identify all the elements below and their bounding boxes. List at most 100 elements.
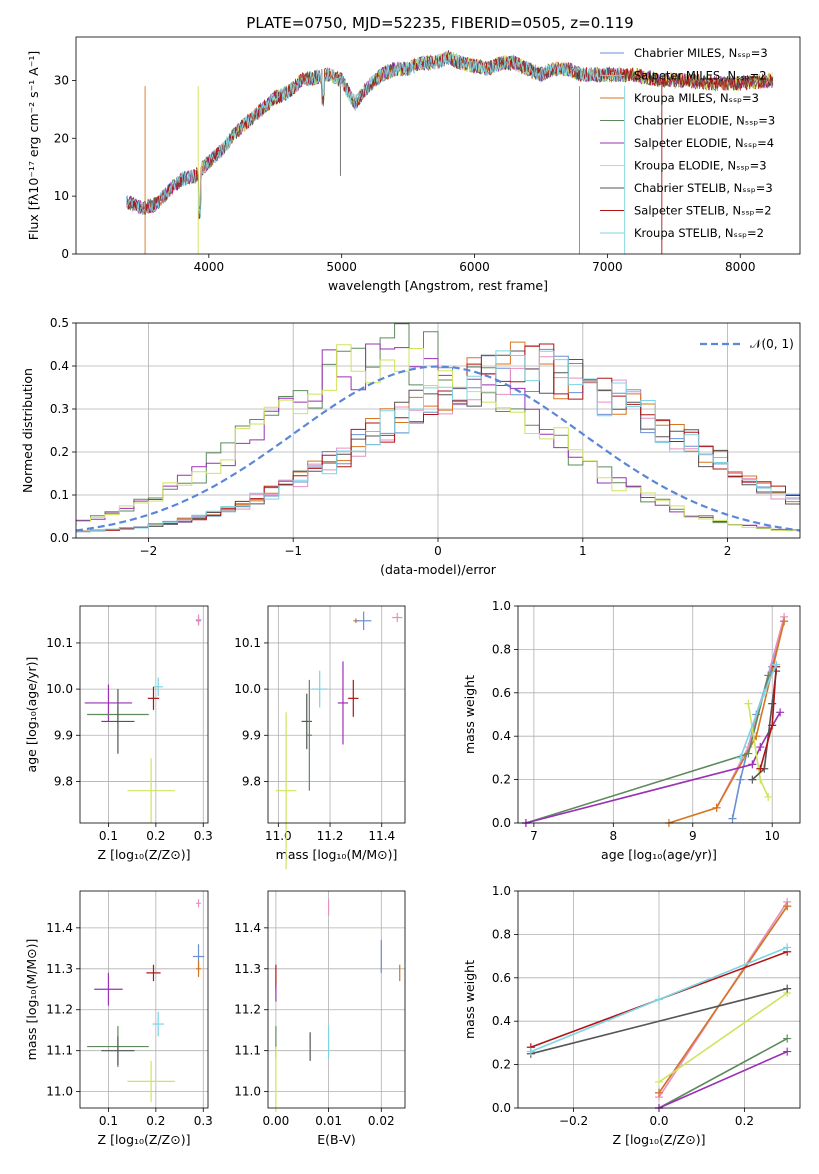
weight-series xyxy=(659,1052,787,1108)
weight-series xyxy=(659,1039,787,1108)
x-tick-label: 0.0 xyxy=(649,1114,668,1128)
y-axis-label: Flux [fλ10⁻¹⁷ erg cm⁻² s⁻¹ A⁻¹] xyxy=(26,51,41,240)
y-tick-label: 0.4 xyxy=(492,729,511,743)
legend-entry: Chabrier ELODIE, Nₛₛₚ=3 xyxy=(634,114,775,128)
x-tick-label: 2 xyxy=(724,544,732,558)
weight-marker xyxy=(728,815,736,823)
y-axis-label: Normed distribution xyxy=(20,368,35,493)
axes-frame xyxy=(80,891,208,1108)
x-tick-label: 10 xyxy=(765,829,780,843)
x-tick-label: 0.1 xyxy=(99,1114,118,1128)
x-axis-label: (data-model)/error xyxy=(380,562,497,577)
x-tick-label: 5000 xyxy=(326,260,357,274)
x-tick-label: 7000 xyxy=(592,260,623,274)
weight-marker xyxy=(756,743,764,751)
y-tick-label: 10.0 xyxy=(234,682,261,696)
y-tick-label: 9.8 xyxy=(54,774,73,788)
y-tick-label: 0.0 xyxy=(492,816,511,830)
data-point xyxy=(153,1012,164,1037)
y-tick-label: 11.2 xyxy=(234,1003,261,1017)
weight-marker xyxy=(713,804,721,812)
y-tick-label: 11.3 xyxy=(234,962,261,976)
legend-entry: Chabrier STELIB, Nₛₛₚ=3 xyxy=(634,181,773,195)
y-tick-label: 0.2 xyxy=(492,1058,511,1072)
data-point xyxy=(196,614,202,625)
y-tick-label: 0.4 xyxy=(492,1014,511,1028)
weight-marker xyxy=(783,1048,791,1056)
legend-entry: Kroupa STELIB, Nₛₛₚ=2 xyxy=(634,226,764,240)
y-axis-label: mass weight xyxy=(462,675,477,754)
x-axis-label: age [log₁₀(age/yr)] xyxy=(601,847,717,862)
y-tick-label: 11.0 xyxy=(234,1085,261,1099)
y-tick-label: 10.0 xyxy=(46,682,73,696)
weight-marker xyxy=(655,996,663,1004)
data-point xyxy=(127,758,174,823)
data-point xyxy=(85,684,132,721)
legend-entry: Salpeter STELIB, Nₛₛₚ=2 xyxy=(634,204,772,218)
weight-marker xyxy=(744,700,752,708)
data-point xyxy=(312,671,328,708)
data-point xyxy=(307,680,312,791)
figure-title: PLATE=0750, MJD=52235, FIBERID=0505, z=0… xyxy=(246,14,633,32)
y-tick-label: 9.9 xyxy=(242,728,261,742)
weight-marker xyxy=(527,1048,535,1056)
legend-entry: Kroupa ELODIE, Nₛₛₚ=3 xyxy=(634,159,767,173)
data-point xyxy=(101,689,134,754)
data-point xyxy=(153,678,162,696)
y-tick-label: 11.4 xyxy=(234,921,261,935)
x-tick-label: 11.2 xyxy=(317,829,344,843)
y-tick-label: 0.4 xyxy=(50,359,69,373)
legend-entry: Chabrier MILES, Nₛₛₚ=3 xyxy=(634,46,768,60)
y-tick-label: 11.2 xyxy=(46,1003,73,1017)
y-tick-label: 0.1 xyxy=(50,488,69,502)
legend-entry: Salpeter ELODIE, Nₛₛₚ=4 xyxy=(634,136,774,150)
weight-marker xyxy=(764,793,772,801)
weight-marker xyxy=(748,760,756,768)
y-tick-label: 0.2 xyxy=(50,445,69,459)
y-tick-label: 11.3 xyxy=(46,962,73,976)
data-point xyxy=(148,687,159,710)
y-tick-label: 30 xyxy=(54,73,69,87)
y-tick-label: 10.1 xyxy=(46,636,73,650)
weight-marker xyxy=(768,700,776,708)
x-axis-label: E(B-V) xyxy=(317,1132,356,1147)
data-point xyxy=(127,1061,174,1102)
x-tick-label: 8 xyxy=(610,829,618,843)
x-axis-label: wavelength [Angstrom, rest frame] xyxy=(328,278,548,293)
data-point xyxy=(302,694,312,749)
weight-marker xyxy=(783,1035,791,1043)
legend-entry: Kroupa MILES, Nₛₛₚ=3 xyxy=(634,91,759,105)
x-tick-label: 0.3 xyxy=(194,829,213,843)
y-tick-label: 0.0 xyxy=(492,1101,511,1115)
y-tick-label: 0.0 xyxy=(50,531,69,545)
y-tick-label: 0.6 xyxy=(492,971,511,985)
y-tick-label: 1.0 xyxy=(492,599,511,613)
x-tick-label: 0.2 xyxy=(146,1114,165,1128)
x-axis-label: Z [log₁₀(Z/Z⊙)] xyxy=(98,1132,191,1147)
x-tick-label: 0.3 xyxy=(194,1114,213,1128)
axes-frame xyxy=(268,891,405,1108)
data-point xyxy=(356,612,372,630)
y-tick-label: 9.8 xyxy=(242,774,261,788)
weight-marker xyxy=(780,617,788,625)
x-tick-label: 0.2 xyxy=(735,1114,754,1128)
data-point xyxy=(146,965,160,981)
y-tick-label: 11.1 xyxy=(46,1044,73,1058)
data-point xyxy=(348,680,358,717)
x-tick-label: 0.02 xyxy=(368,1114,395,1128)
x-tick-label: −1 xyxy=(284,544,302,558)
x-tick-label: 4000 xyxy=(194,260,225,274)
weight-marker xyxy=(756,776,764,784)
weight-marker xyxy=(783,943,791,951)
y-tick-label: 11.0 xyxy=(46,1085,73,1099)
x-axis-label: Z [log₁₀(Z/Z⊙)] xyxy=(98,847,191,862)
y-tick-label: 9.9 xyxy=(54,728,73,742)
weight-series xyxy=(659,993,787,1082)
x-tick-label: −0.2 xyxy=(559,1114,588,1128)
